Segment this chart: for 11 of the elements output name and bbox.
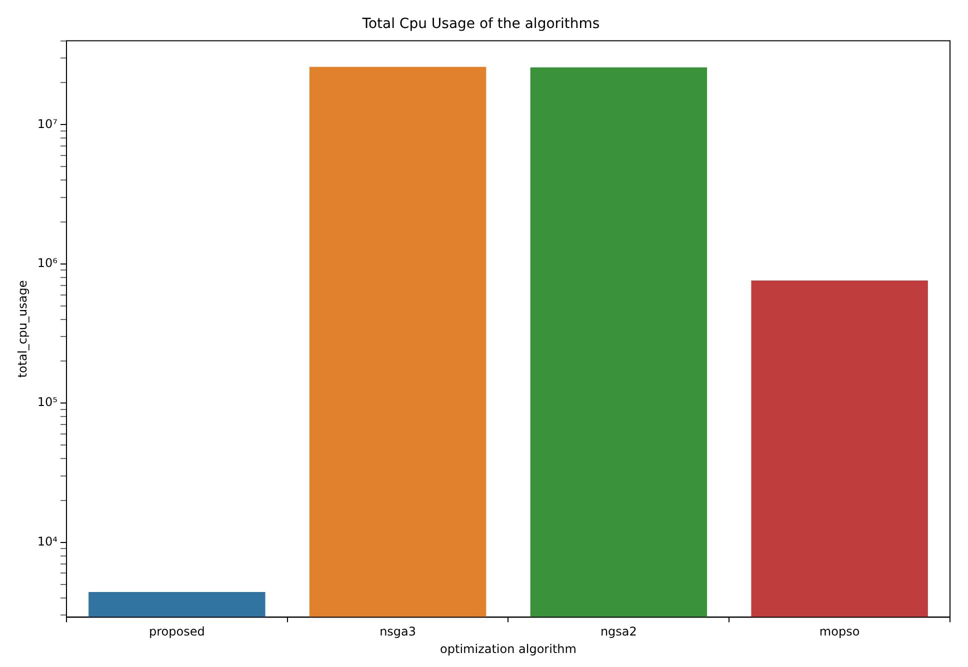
x-tick-label: mopso xyxy=(819,624,860,639)
y-tick-label: 10⁶ xyxy=(37,256,58,270)
x-tick-label: nsga3 xyxy=(380,624,416,639)
y-tick-label: 10⁴ xyxy=(37,534,58,548)
chart-title: Total Cpu Usage of the algorithms xyxy=(361,16,600,32)
x-tick-label: proposed xyxy=(149,624,205,639)
x-axis-title: optimization algorithm xyxy=(440,642,576,656)
y-axis-title: total_cpu_usage xyxy=(15,280,30,378)
y-tick-label: 10⁷ xyxy=(37,116,58,131)
y-tick-label: 10⁵ xyxy=(37,395,58,410)
x-tick-label: ngsa2 xyxy=(600,624,637,639)
